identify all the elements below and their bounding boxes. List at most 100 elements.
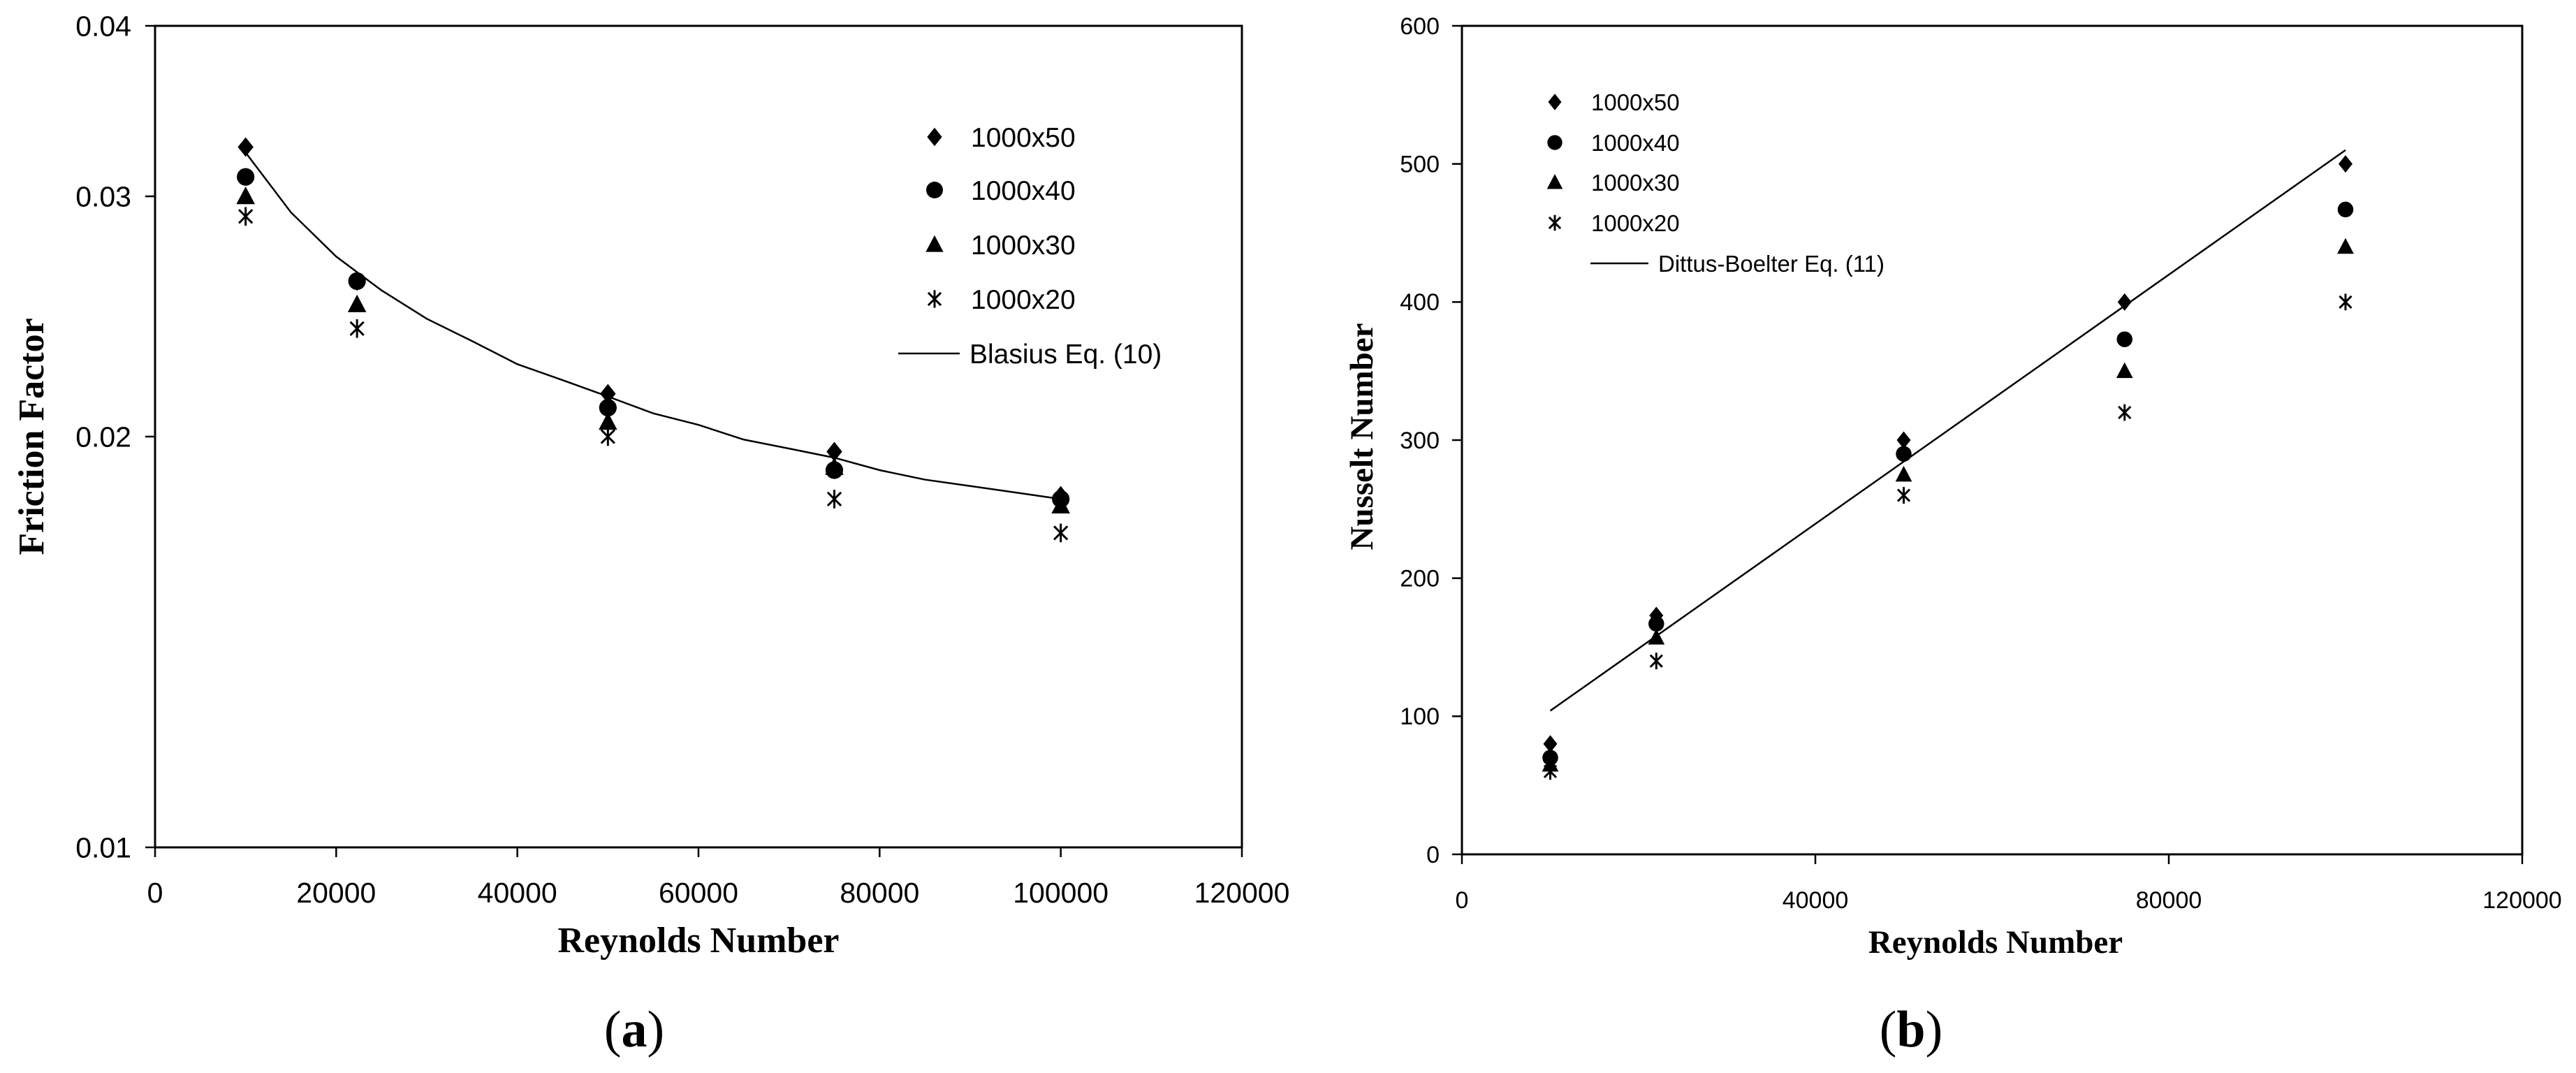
x-tick-label: 0 (1456, 887, 1469, 914)
marker-circle (1547, 135, 1563, 150)
y-tick-label: 200 (1400, 566, 1440, 592)
legend-item: 1000x30 (925, 231, 1076, 261)
legend: 1000x50 1000x40 1000x30 1000x20 Blasius Eq. … (898, 123, 1162, 370)
marker-asterisk (600, 427, 615, 446)
legend-item: 1000x20 (1548, 210, 1680, 236)
y-tick-label: 0 (1426, 842, 1440, 868)
legend-item: 1000x50 (1548, 89, 1680, 115)
marker-triangle (599, 412, 617, 430)
series-1000x20 (238, 207, 1069, 543)
x-axis-title: Reynolds Number (557, 921, 839, 961)
marker-triangle (1895, 465, 1912, 482)
marker-diamond (2117, 293, 2132, 311)
fit-line (244, 152, 1061, 500)
legend-label: 1000x30 (971, 231, 1076, 261)
chart-b: 0 40000 80000 120000 0 100 200 300 400 500 600 Reyn… (1344, 13, 2562, 1058)
marker-triangle (925, 235, 944, 252)
y-tick-label: 0.03 (75, 180, 131, 212)
marker-triangle (2337, 238, 2354, 254)
legend-item: Dittus-Boelter Eq. (11) (1590, 251, 1885, 277)
series-dittus-boelter-eq-11- (1549, 149, 2346, 712)
y-axis-ticks: 0 100 200 300 400 500 600 (1400, 13, 1462, 868)
marker-asterisk (2339, 293, 2352, 311)
marker-triangle (825, 457, 844, 475)
legend-item: 1000x30 (1546, 170, 1680, 196)
legend-item: 1000x50 (927, 123, 1076, 153)
marker-diamond (927, 127, 942, 147)
marker-circle (348, 272, 366, 291)
series-1000x40 (1542, 201, 2354, 766)
legend-item: 1000x20 (927, 285, 1076, 315)
legend-label: 1000x40 (971, 176, 1076, 206)
x-tick-label: 0 (147, 877, 163, 909)
legend-label: Dittus-Boelter Eq. (11) (1658, 251, 1885, 277)
y-tick-label: 0.02 (75, 421, 131, 453)
x-axis-ticks: 0 20000 40000 60000 80000 100000 120000 (147, 847, 1290, 909)
marker-diamond (2339, 155, 2352, 173)
chart-a: 0 20000 40000 60000 80000 100000 120000 0.01 0.0… (12, 10, 1289, 1058)
x-axis-title: Reynolds Number (1868, 924, 2123, 961)
marker-triangle (2116, 362, 2133, 379)
marker-asterisk (349, 319, 365, 338)
y-tick-label: 500 (1400, 152, 1440, 178)
marker-diamond (237, 137, 254, 157)
series-1000x30 (236, 187, 1070, 514)
y-tick-label: 300 (1400, 428, 1440, 454)
legend-label: 1000x50 (971, 123, 1076, 153)
marker-circle (2337, 201, 2354, 218)
marker-asterisk (1649, 652, 1663, 670)
x-tick-label: 120000 (1194, 877, 1290, 909)
y-tick-label: 400 (1400, 289, 1440, 316)
marker-asterisk (927, 290, 942, 308)
marker-triangle (1051, 495, 1070, 514)
legend-label: 1000x20 (971, 285, 1076, 315)
marker-asterisk (1896, 487, 1911, 504)
y-tick-label: 100 (1400, 703, 1440, 730)
series-1000x40 (237, 168, 1070, 508)
x-tick-label: 20000 (296, 877, 376, 909)
marker-diamond (1548, 94, 1562, 110)
series-1000x30 (1542, 238, 2354, 772)
y-axis-title: Friction Factor (12, 318, 52, 555)
marker-triangle (1546, 174, 1563, 189)
x-tick-label: 120000 (2482, 887, 2561, 914)
y-tick-label: 0.04 (75, 10, 131, 42)
marker-asterisk (1548, 214, 1562, 231)
y-axis-title: Nusselt Number (1344, 323, 1380, 550)
series-1000x50 (1543, 155, 2352, 753)
plot-frame (154, 24, 1243, 849)
series-1000x20 (1543, 293, 2352, 780)
marker-asterisk (826, 490, 842, 509)
legend-label: 1000x30 (1591, 170, 1680, 196)
marker-diamond (1896, 431, 1911, 449)
legend-label: 1000x20 (1591, 210, 1680, 236)
y-tick-label: 0.01 (75, 831, 131, 863)
x-tick-label: 100000 (1013, 877, 1108, 909)
x-tick-label: 80000 (840, 877, 919, 909)
marker-circle (1896, 446, 1912, 462)
legend-label: 1000x50 (1591, 89, 1680, 115)
fit-line (1549, 149, 2346, 712)
x-tick-label: 40000 (478, 877, 557, 909)
legend-item: 1000x40 (926, 176, 1076, 206)
marker-diamond (1543, 735, 1558, 753)
marker-asterisk (1053, 523, 1069, 543)
legend-item: 1000x40 (1547, 130, 1680, 156)
x-tick-label: 60000 (659, 877, 738, 909)
x-axis-ticks: 0 40000 80000 120000 (1456, 854, 2562, 914)
marker-triangle (347, 294, 367, 312)
legend-label: Blasius Eq. (10) (969, 340, 1162, 370)
marker-circle (926, 182, 943, 198)
legend-label: 1000x40 (1591, 130, 1680, 156)
series-blasius-eq-10- (244, 152, 1061, 500)
x-tick-label: 80000 (2136, 887, 2202, 914)
marker-asterisk (238, 207, 254, 226)
marker-diamond (600, 384, 616, 404)
marker-asterisk (1543, 763, 1558, 780)
marker-asterisk (2118, 404, 2132, 421)
marker-triangle (236, 187, 255, 205)
x-tick-label: 40000 (1783, 887, 1849, 914)
marker-circle (599, 399, 617, 417)
marker-circle (1648, 615, 1664, 632)
